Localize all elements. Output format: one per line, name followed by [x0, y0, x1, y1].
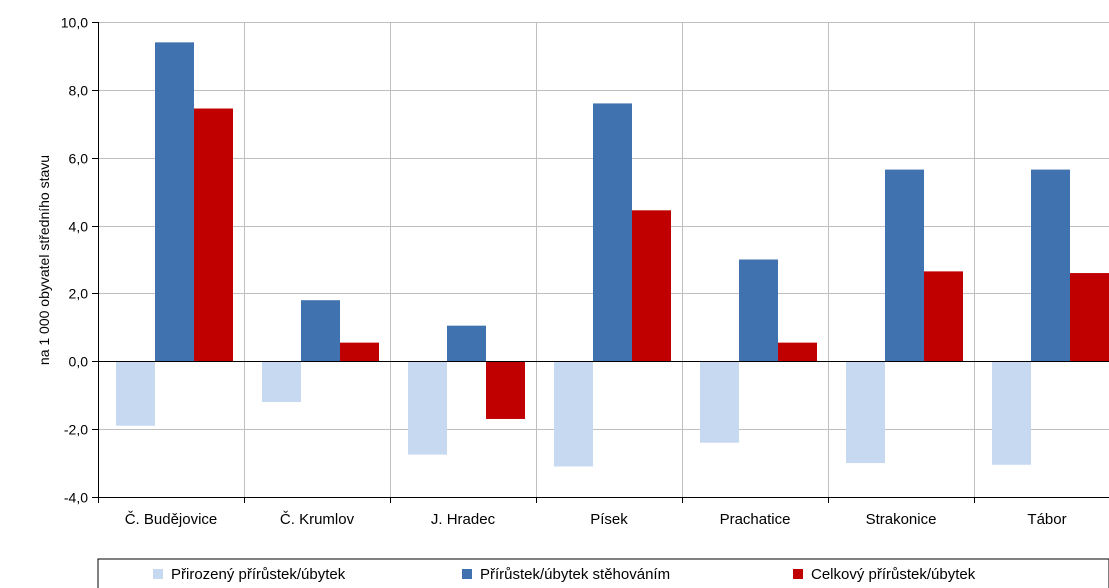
bar-series-2: [739, 259, 778, 362]
category-label: Písek: [590, 511, 628, 528]
bar-series-3: [924, 271, 963, 362]
bar-series-2: [155, 42, 194, 362]
bar-series-3: [486, 361, 525, 419]
bar-series-1: [262, 361, 301, 402]
y-tick-label: 4,0: [69, 219, 89, 235]
y-tick-labels: -4,0 -2,0 0,0 2,0 4,0 6,0 8,0 10,0: [61, 15, 88, 506]
category-label: Prachatice: [720, 511, 791, 528]
category-label: Č. Budějovice: [125, 511, 218, 528]
bar-series-3: [1070, 273, 1109, 362]
category-label: J. Hradec: [431, 511, 496, 528]
bar-series-2: [593, 103, 632, 362]
legend-frame: [97, 558, 1109, 588]
category-label: Strakonice: [866, 511, 937, 528]
bar-series-1: [408, 361, 447, 455]
legend-label: Přirozený přírůstek/úbytek: [171, 566, 346, 583]
bar-series-3: [778, 342, 817, 362]
bar-series-1: [116, 361, 155, 426]
y-tick-label: 6,0: [69, 151, 89, 167]
bar-series-1: [554, 361, 593, 467]
category-label: Č. Krumlov: [280, 511, 355, 528]
legend-label: Celkový přírůstek/úbytek: [811, 566, 976, 583]
legend-swatch: [793, 569, 803, 579]
category-label: Tábor: [1027, 511, 1066, 528]
bar-series-3: [194, 108, 233, 362]
bar-series-2: [885, 169, 924, 362]
bar-series-1: [992, 361, 1031, 465]
y-tick-label: 8,0: [69, 83, 89, 99]
bar-series-1: [700, 361, 739, 443]
y-tick-label: -2,0: [64, 422, 88, 438]
bar-series-2: [447, 325, 486, 362]
legend-label: Přírůstek/úbytek stěhováním: [480, 566, 670, 583]
bar-series-2: [1031, 169, 1070, 362]
bar-series-3: [632, 210, 671, 362]
y-tick-label: -4,0: [64, 490, 88, 506]
bar-series-3: [340, 342, 379, 362]
legend-swatch: [462, 569, 472, 579]
gridlines: [98, 22, 1109, 497]
legend-swatch: [153, 569, 163, 579]
category-labels: Č. Budějovice Č. Krumlov J. Hradec Písek Pra…: [125, 511, 1067, 528]
y-axis-title: na 1 000 obyvatel středního stavu: [36, 155, 52, 365]
legend: Přirozený přírůstek/úbytek Přírůstek/úbyt…: [97, 558, 1109, 588]
bar-series-1: [846, 361, 885, 464]
bar-series-2: [301, 300, 340, 362]
axes: [92, 22, 1109, 503]
y-tick-label: 0,0: [69, 354, 89, 370]
y-tick-label: 2,0: [69, 286, 89, 302]
y-tick-label: 10,0: [61, 15, 88, 31]
bars: [116, 42, 1109, 467]
